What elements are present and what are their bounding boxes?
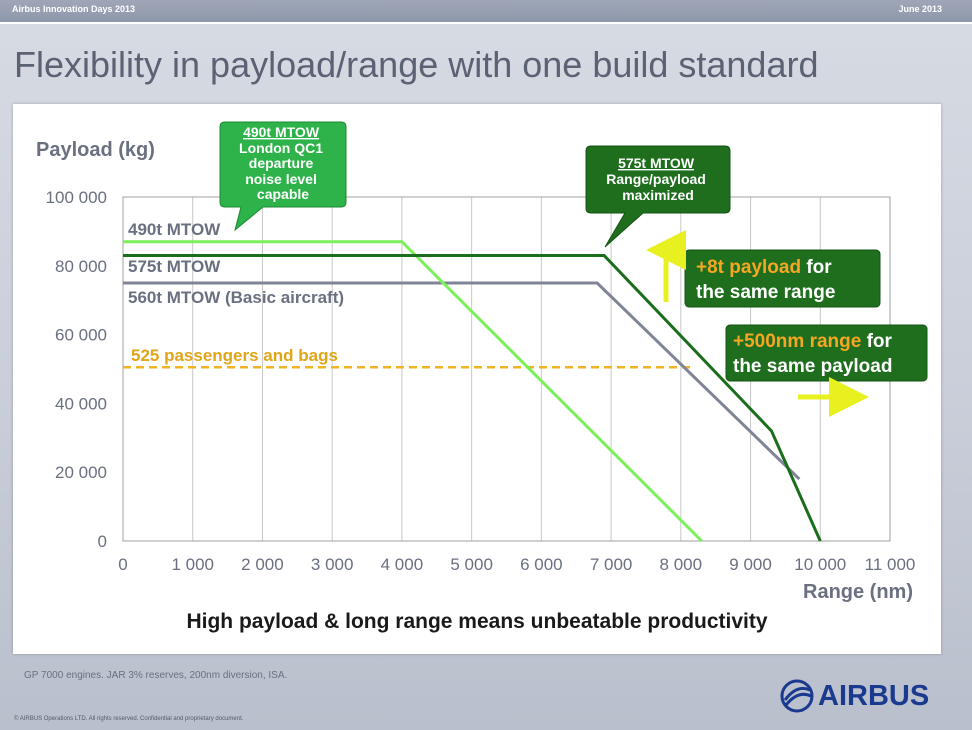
y-tick-label: 100 000 bbox=[46, 188, 107, 207]
series-line-560t bbox=[123, 281, 801, 481]
reference-line-label: 525 passengers and bags bbox=[131, 346, 338, 365]
annotation-range-for: for bbox=[861, 331, 892, 352]
chart-panel: 0 1 000 2 000 3 000 4 000 5 000 6 000 7 000 8 00… bbox=[13, 104, 941, 654]
airbus-logo: AIRBUS bbox=[780, 676, 950, 716]
callout-490t-line4: noise level bbox=[245, 171, 317, 187]
copyright-notice: © AIRBUS Operations LTD. All rights rese… bbox=[14, 716, 244, 722]
x-tick-label: 5 000 bbox=[450, 555, 493, 574]
y-tick-label: 0 bbox=[98, 532, 107, 551]
annotation-range: +500nm range for the same payload bbox=[725, 324, 928, 382]
annotation-payload-highlight: +8t payload bbox=[696, 257, 801, 278]
x-tick-label: 11 000 bbox=[865, 555, 916, 574]
chart-subtitle: High payload & long range means unbeatab… bbox=[186, 610, 767, 633]
x-tick-label: 9 000 bbox=[729, 555, 772, 574]
annotation-payload-box bbox=[684, 249, 881, 308]
axis-ticks: 0 1 000 2 000 3 000 4 000 5 000 6 000 7 000 8 00… bbox=[46, 188, 916, 574]
x-tick-label: 10 000 bbox=[794, 555, 846, 574]
x-tick-label: 6 000 bbox=[520, 555, 563, 574]
y-tick-label: 40 000 bbox=[55, 394, 107, 413]
annotation-range-line2: the same payload bbox=[733, 356, 892, 377]
top-bar: Airbus Innovation Days 2013 June 2013 bbox=[0, 0, 972, 24]
annotation-payload-line2: the same range bbox=[696, 282, 835, 303]
y-tick-label: 20 000 bbox=[55, 463, 107, 482]
callout-575t-line1: 575t MTOW bbox=[618, 155, 695, 171]
x-tick-label: 4 000 bbox=[381, 555, 424, 574]
event-date: June 2013 bbox=[898, 4, 942, 14]
airbus-logo-text: AIRBUS bbox=[818, 680, 930, 712]
footnote: GP 7000 engines. JAR 3% reserves, 200nm … bbox=[24, 670, 288, 681]
callout-575t-line3: maximized bbox=[622, 187, 694, 203]
x-tick-label: 1 000 bbox=[171, 555, 214, 574]
callout-490t-line3: departure bbox=[249, 155, 314, 171]
callout-490t-line5: capable bbox=[257, 186, 309, 202]
annotation-payload-for: for bbox=[801, 257, 832, 278]
series-label-560t: 560t MTOW (Basic aircraft) bbox=[128, 288, 344, 307]
x-tick-label: 0 bbox=[118, 555, 127, 574]
airbus-logo-icon bbox=[780, 679, 814, 713]
annotation-range-box bbox=[725, 324, 928, 382]
y-tick-label: 60 000 bbox=[55, 326, 107, 345]
series-label-490t: 490t MTOW bbox=[128, 220, 221, 239]
callout-575t-line2: Range/payload bbox=[606, 171, 706, 187]
callout-490t-line1: 490t MTOW bbox=[243, 124, 320, 140]
y-axis-label: Payload (kg) bbox=[36, 139, 155, 161]
callout-575t-bubble bbox=[585, 145, 731, 248]
series-lines bbox=[123, 240, 822, 543]
x-tick-label: 2 000 bbox=[241, 555, 284, 574]
x-tick-label: 3 000 bbox=[311, 555, 354, 574]
annotation-range-highlight: +500nm range bbox=[733, 331, 861, 352]
series-line-490t bbox=[123, 240, 703, 543]
svg-text:+8t payload for the sa: +8t payload for the same range bbox=[696, 257, 837, 303]
svg-text:575t MTOW Range/payloa: 575t MTOW Range/payload maximized bbox=[606, 155, 709, 203]
annotation-payload: +8t payload for the same range bbox=[684, 249, 881, 308]
y-tick-label: 80 000 bbox=[55, 257, 107, 276]
callout-490t: 490t MTOW London QC1 departure noise lev… bbox=[219, 121, 347, 232]
svg-text:490t MTOW London QC1: 490t MTOW London QC1 departure noise lev… bbox=[239, 124, 327, 202]
slide-title: Flexibility in payload/range with one bu… bbox=[14, 44, 819, 85]
series-label-575t: 575t MTOW bbox=[128, 257, 221, 276]
callout-575t: 575t MTOW Range/payload maximized bbox=[585, 145, 731, 248]
callout-490t-line2: London QC1 bbox=[239, 140, 323, 156]
x-tick-label: 7 000 bbox=[590, 555, 633, 574]
event-name: Airbus Innovation Days 2013 bbox=[12, 4, 136, 14]
series-line-575t bbox=[123, 253, 822, 542]
x-axis-label: Range (nm) bbox=[803, 581, 913, 603]
x-tick-label: 8 000 bbox=[660, 555, 703, 574]
payload-range-chart: 0 1 000 2 000 3 000 4 000 5 000 6 000 7 000 8 00… bbox=[36, 121, 928, 633]
svg-text:+500nm range for the s: +500nm range for the same payload bbox=[733, 331, 897, 377]
callout-490t-bubble bbox=[219, 121, 347, 232]
